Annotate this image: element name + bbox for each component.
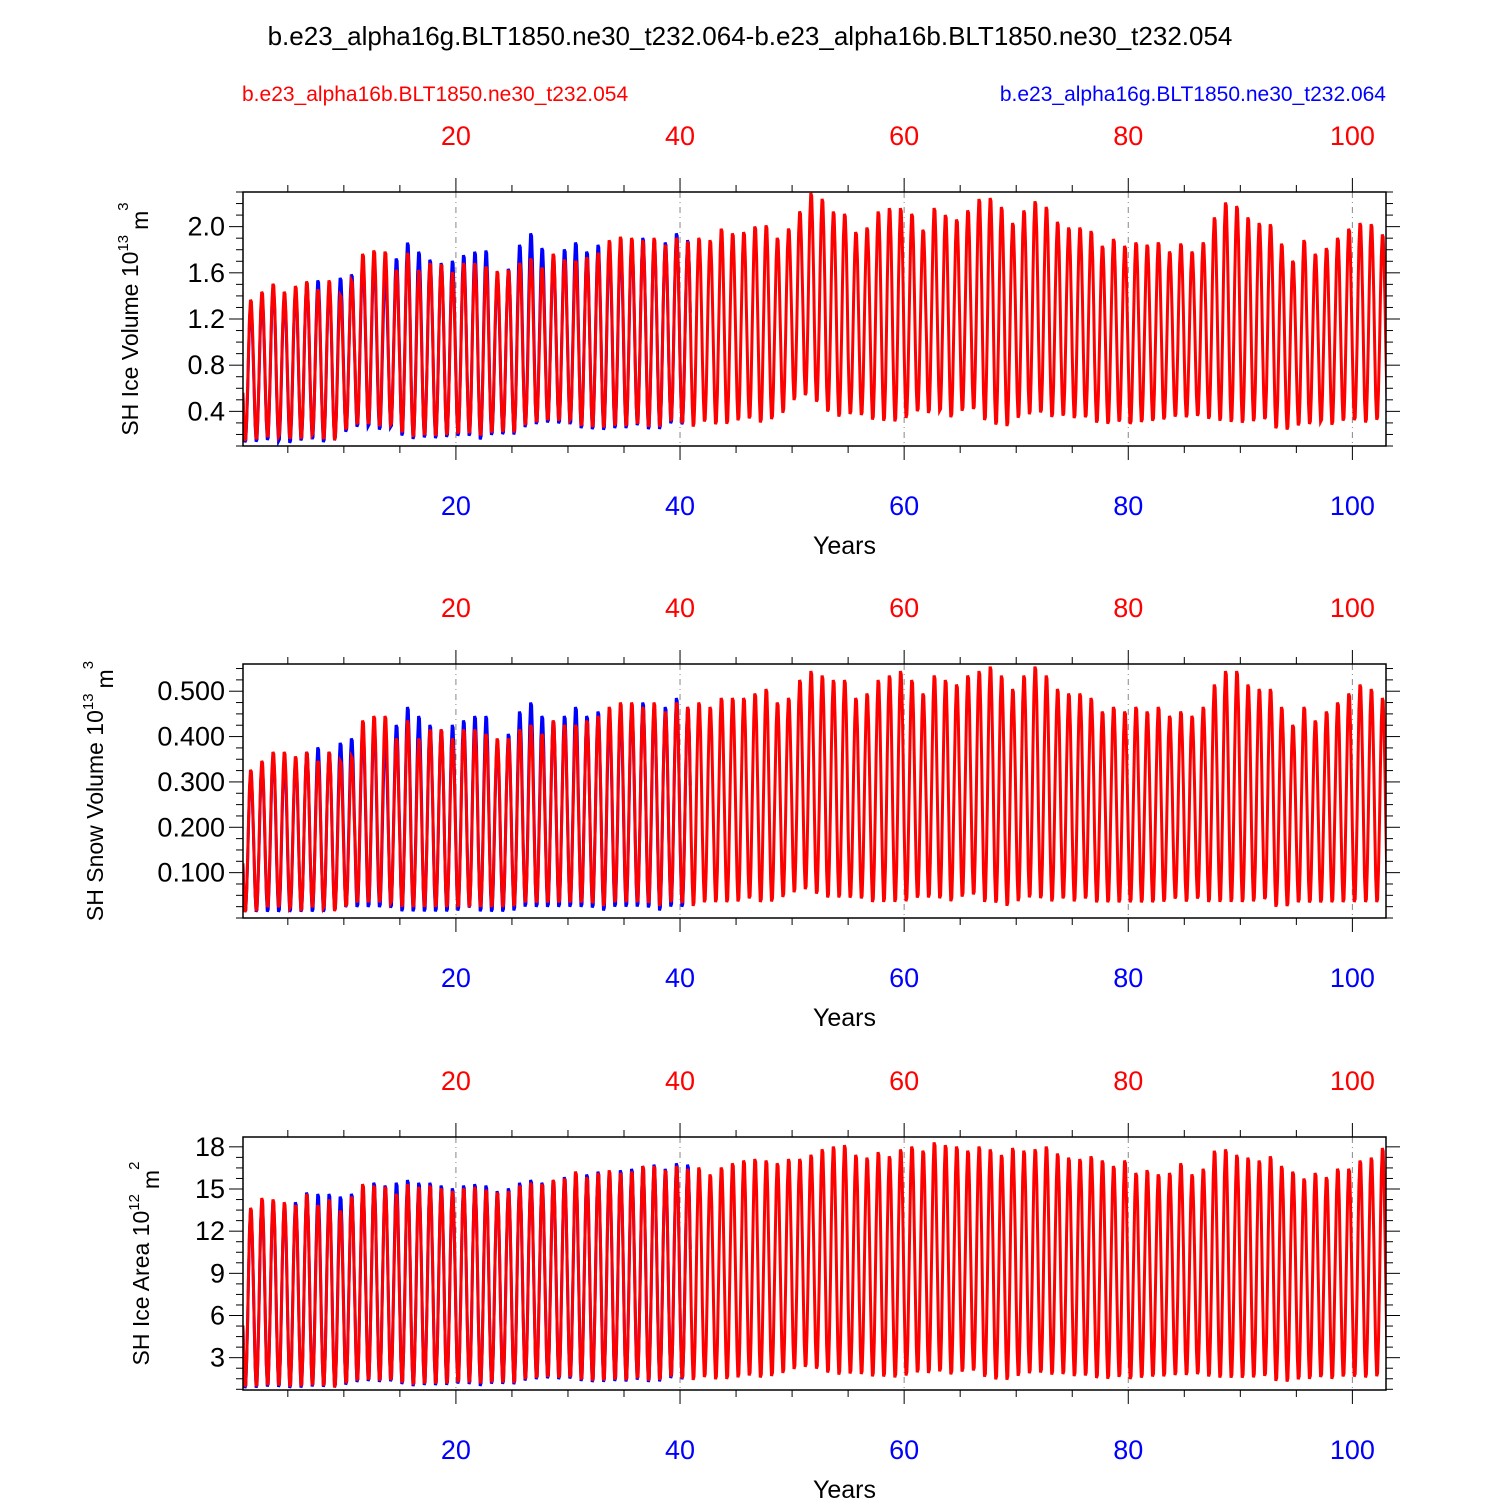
x-tick-label-top: 40 xyxy=(665,1066,695,1096)
y-tick-label: 9 xyxy=(210,1258,225,1288)
x-tick-label-bottom: 80 xyxy=(1113,963,1143,993)
y-axis-title-ylabel-unit-exp: 3 xyxy=(80,661,97,669)
x-tick-label-bottom: 20 xyxy=(441,491,471,521)
y-tick-label: 0.100 xyxy=(157,858,225,888)
y-axis-title-ylabel-unit: m xyxy=(92,669,118,688)
x-tick-label-top: 100 xyxy=(1330,1066,1375,1096)
y-axis-title: SH Ice Area 1012 m2 xyxy=(126,1162,164,1366)
y-tick-label: 6 xyxy=(210,1301,225,1331)
chart-panel-2: 20 40 60 80 100 20 40 60 80 100 Years 0.100 0.200 0.3… xyxy=(80,593,1400,1032)
x-tick-label-bottom: 100 xyxy=(1330,1435,1375,1465)
x-tick-label-top: 80 xyxy=(1113,1066,1143,1096)
x-tick-label-bottom: 20 xyxy=(441,963,471,993)
x-tick-label-top: 20 xyxy=(441,593,471,623)
y-axis-title-ylabel-unit-exp: 2 xyxy=(126,1162,143,1170)
y-tick-label: 18 xyxy=(195,1132,225,1162)
x-tick-label-bottom: 80 xyxy=(1113,1435,1143,1465)
x-tick-label-top: 80 xyxy=(1113,121,1143,151)
y-axis-title: SH Ice Volume 1013 m3 xyxy=(115,202,153,435)
x-tick-label-top: 60 xyxy=(889,1066,919,1096)
y-tick-label: 15 xyxy=(195,1174,225,1204)
legend-blue-label: b.e23_alpha16g.BLT1850.ne30_t232.064 xyxy=(1000,83,1386,106)
x-tick-label-top: 20 xyxy=(441,1066,471,1096)
series-line-red xyxy=(243,192,1386,443)
y-axis-title: SH Snow Volume 1013 m3 xyxy=(80,661,118,921)
x-axis-title: Years xyxy=(813,532,876,560)
chart-panel-3: 20 40 60 80 100 20 40 60 80 100 Years 3 6 9 12 15 18 SH I… xyxy=(126,1066,1400,1504)
y-tick-label: 0.4 xyxy=(187,396,225,426)
x-tick-label-bottom: 100 xyxy=(1330,963,1375,993)
x-tick-label-bottom: 100 xyxy=(1330,491,1375,521)
y-axis-title-ylabel-exp: 13 xyxy=(115,235,132,252)
y-axis-title-ylabel-unit: m xyxy=(138,1170,164,1189)
y-axis-title-ylabel-exp: 12 xyxy=(126,1194,143,1211)
y-axis-title-ylabel-exp: 13 xyxy=(80,693,97,710)
x-tick-label-top: 60 xyxy=(889,121,919,151)
y-tick-label: 1.2 xyxy=(187,304,225,334)
y-tick-label: 0.200 xyxy=(157,812,225,842)
x-tick-label-bottom: 60 xyxy=(889,963,919,993)
x-tick-label-top: 60 xyxy=(889,593,919,623)
y-axis-title-ylabel-main: SH Ice Area 10 xyxy=(128,1211,154,1366)
x-tick-label-bottom: 60 xyxy=(889,1435,919,1465)
x-tick-label-bottom: 60 xyxy=(889,491,919,521)
y-tick-label: 0.400 xyxy=(157,722,225,752)
y-axis-title-ylabel-unit: m xyxy=(127,211,153,230)
x-tick-label-bottom: 20 xyxy=(441,1435,471,1465)
legend-red-label: b.e23_alpha16b.BLT1850.ne30_t232.054 xyxy=(242,83,628,106)
x-tick-label-top: 20 xyxy=(441,121,471,151)
series-line-red xyxy=(243,666,1386,914)
y-tick-label: 2.0 xyxy=(187,212,225,242)
series-line-red xyxy=(243,1141,1386,1388)
plot-frame xyxy=(242,1136,1387,1391)
x-tick-label-top: 40 xyxy=(665,121,695,151)
x-tick-label-bottom: 40 xyxy=(665,1435,695,1465)
x-axis-title: Years xyxy=(813,1476,876,1500)
y-tick-label: 0.8 xyxy=(187,350,225,380)
y-axis-title-ylabel-main: SH Ice Volume 10 xyxy=(117,252,143,436)
chart-panel-1: 20 40 60 80 100 20 40 60 80 100 Years 0.4 0.8 1.2 1.6 2… xyxy=(115,121,1400,560)
y-tick-label: 0.300 xyxy=(157,767,225,797)
y-tick-label: 0.500 xyxy=(157,676,225,706)
x-tick-label-top: 100 xyxy=(1330,593,1375,623)
plot-frame xyxy=(242,663,1387,919)
x-tick-label-bottom: 80 xyxy=(1113,491,1143,521)
y-tick-label: 3 xyxy=(210,1343,225,1373)
x-tick-label-top: 80 xyxy=(1113,593,1143,623)
figure-title: b.e23_alpha16g.BLT1850.ne30_t232.064-b.e… xyxy=(268,21,1233,51)
y-axis-title-ylabel-unit-exp: 3 xyxy=(115,202,132,210)
x-tick-label-top: 40 xyxy=(665,593,695,623)
y-axis-title-ylabel-main: SH Snow Volume 10 xyxy=(82,710,108,921)
x-tick-label-top: 100 xyxy=(1330,121,1375,151)
x-tick-label-bottom: 40 xyxy=(665,491,695,521)
y-tick-label: 12 xyxy=(195,1216,225,1246)
x-tick-label-bottom: 40 xyxy=(665,963,695,993)
y-tick-label: 1.6 xyxy=(187,258,225,288)
x-axis-title: Years xyxy=(813,1004,876,1032)
